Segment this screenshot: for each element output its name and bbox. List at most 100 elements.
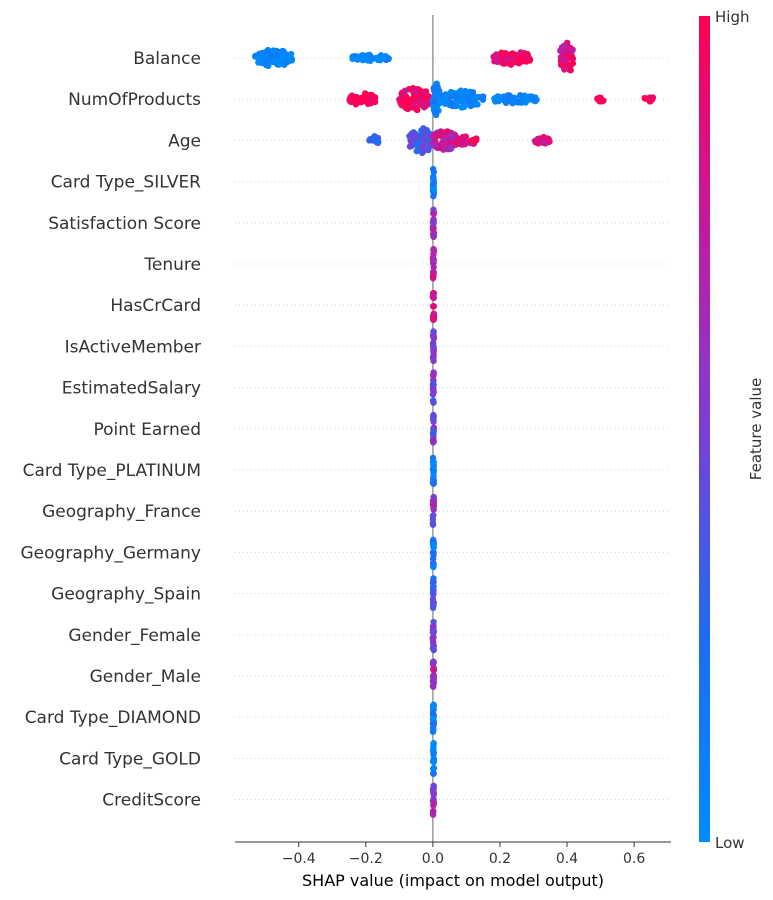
data-point — [429, 541, 437, 549]
data-point — [430, 746, 437, 754]
data-point — [430, 665, 437, 673]
data-point — [448, 145, 455, 152]
data-point — [397, 98, 404, 106]
feature-label: Card Type_PLATINUM — [23, 461, 201, 481]
data-point — [561, 66, 568, 73]
data-point — [437, 144, 445, 152]
data-point — [430, 599, 437, 606]
data-point — [436, 132, 444, 139]
data-point — [430, 342, 437, 350]
data-point — [430, 142, 438, 149]
data-point — [429, 634, 437, 641]
feature-label: Point Earned — [94, 420, 202, 440]
data-point — [430, 251, 437, 258]
feature-label: IsActiveMember — [65, 337, 201, 357]
data-point — [506, 92, 513, 99]
data-point — [429, 174, 437, 181]
feature-label: Geography_Spain — [51, 585, 201, 605]
x-tick-label: −0.4 — [282, 851, 316, 867]
data-point — [430, 291, 437, 299]
data-point — [598, 98, 606, 105]
feature-label: Gender_Male — [90, 667, 201, 687]
data-point — [430, 311, 437, 318]
x-tick-label: 0.0 — [422, 851, 444, 867]
data-point — [642, 95, 649, 102]
data-point — [432, 108, 439, 115]
colorbar-low-label: Low — [715, 834, 745, 852]
data-point — [347, 94, 354, 101]
data-point — [429, 658, 437, 666]
data-point — [430, 575, 437, 582]
data-point — [380, 53, 387, 61]
data-point — [452, 93, 459, 100]
colorbar-high-label: High — [715, 8, 749, 26]
data-point — [372, 136, 379, 144]
data-point — [507, 61, 515, 68]
data-point — [411, 137, 418, 144]
data-point — [430, 497, 437, 505]
data-point — [280, 53, 287, 61]
colorbar-gradient — [699, 16, 710, 842]
data-point — [429, 226, 437, 233]
data-point — [417, 134, 424, 142]
feature-label: Card Type_GOLD — [59, 749, 201, 769]
data-point — [279, 47, 286, 55]
data-point — [493, 94, 500, 101]
data-point — [406, 143, 414, 150]
data-point — [429, 316, 437, 323]
data-point — [467, 102, 475, 110]
data-point — [430, 678, 437, 685]
data-point — [423, 142, 430, 150]
data-point — [523, 57, 531, 65]
data-points — [252, 39, 657, 818]
data-point — [430, 800, 437, 807]
data-point — [402, 103, 410, 111]
feature-label: Geography_France — [42, 502, 201, 522]
data-point — [441, 93, 449, 101]
data-point — [430, 220, 437, 227]
data-point — [443, 138, 450, 145]
feature-label: Geography_Germany — [21, 543, 202, 563]
data-point — [430, 264, 437, 271]
data-point — [256, 55, 263, 63]
data-point — [401, 87, 409, 95]
data-point — [430, 210, 437, 217]
data-point — [536, 135, 543, 142]
data-point — [263, 60, 271, 67]
data-point — [429, 437, 437, 444]
data-point — [408, 96, 416, 103]
data-point — [448, 133, 455, 140]
data-point — [429, 381, 437, 388]
data-point — [420, 127, 428, 134]
data-point — [454, 136, 461, 143]
data-point — [431, 131, 439, 139]
data-point — [469, 89, 477, 96]
data-point — [275, 56, 282, 64]
data-point — [412, 105, 420, 113]
data-point — [429, 704, 437, 711]
data-point — [510, 96, 517, 103]
data-point — [260, 50, 267, 57]
data-point — [569, 60, 577, 67]
data-point — [540, 139, 547, 146]
data-point — [421, 94, 428, 101]
feature-label: CreditScore — [102, 791, 201, 811]
data-point — [567, 66, 574, 74]
data-point — [430, 303, 438, 310]
data-point — [430, 351, 437, 359]
data-point — [474, 93, 481, 101]
data-point — [270, 57, 277, 64]
data-point — [528, 94, 536, 101]
data-point — [354, 56, 361, 63]
data-point — [352, 94, 359, 101]
data-point — [498, 56, 505, 63]
data-point — [430, 256, 437, 263]
data-point — [349, 55, 356, 63]
feature-labels: Balance NumOfProducts Age Card Type_SILVER S… — [21, 49, 202, 811]
data-point — [430, 477, 438, 484]
data-point — [557, 54, 565, 61]
x-tick-label: −0.2 — [349, 851, 383, 867]
feature-label: Satisfaction Score — [48, 214, 201, 234]
x-tick-label: 0.6 — [623, 851, 645, 867]
data-point — [444, 128, 451, 135]
